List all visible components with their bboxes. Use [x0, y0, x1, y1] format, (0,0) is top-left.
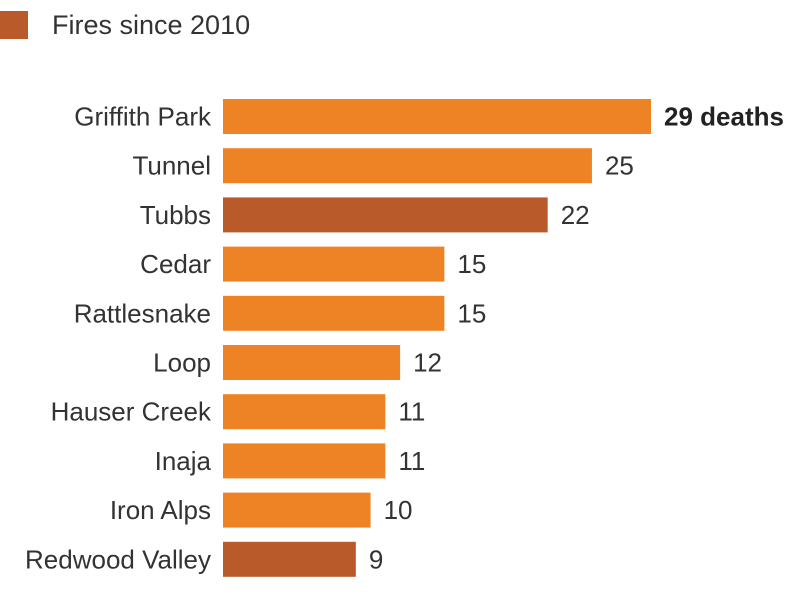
category-label: Hauser Creek [51, 397, 212, 427]
value-label: 15 [457, 298, 486, 328]
value-label: 11 [398, 397, 425, 427]
bar-tubbs [223, 197, 548, 233]
category-label: Tunnel [132, 151, 211, 181]
bar-iron-alps [223, 492, 371, 528]
value-label: 10 [384, 495, 413, 525]
bar-cedar [223, 246, 445, 282]
category-label: Rattlesnake [74, 298, 211, 328]
bar-inaja [223, 443, 386, 479]
value-label: 29 deaths [664, 102, 784, 132]
category-label: Redwood Valley [25, 544, 211, 574]
legend-swatch [0, 11, 28, 39]
legend-label: Fires since 2010 [52, 9, 251, 40]
value-label: 12 [413, 348, 442, 378]
category-label: Loop [153, 348, 211, 378]
bar-rattlesnake [223, 295, 445, 331]
bar-loop [223, 345, 401, 380]
value-label: 22 [561, 200, 590, 230]
bar-griffith-park [223, 99, 651, 134]
category-label: Cedar [140, 249, 211, 279]
category-label: Griffith Park [74, 102, 212, 132]
category-label: Iron Alps [110, 495, 211, 525]
bar-hauser-creek [223, 394, 386, 430]
category-label: Inaja [155, 446, 212, 476]
value-label: 15 [457, 249, 486, 279]
value-label: 11 [398, 446, 425, 476]
value-label: 9 [369, 544, 383, 574]
category-label: Tubbs [140, 200, 211, 230]
legend: Fires since 2010 [0, 8, 250, 42]
value-label: 25 [605, 151, 634, 181]
bar-tunnel [223, 148, 592, 184]
bar-redwood-valley [223, 541, 356, 577]
